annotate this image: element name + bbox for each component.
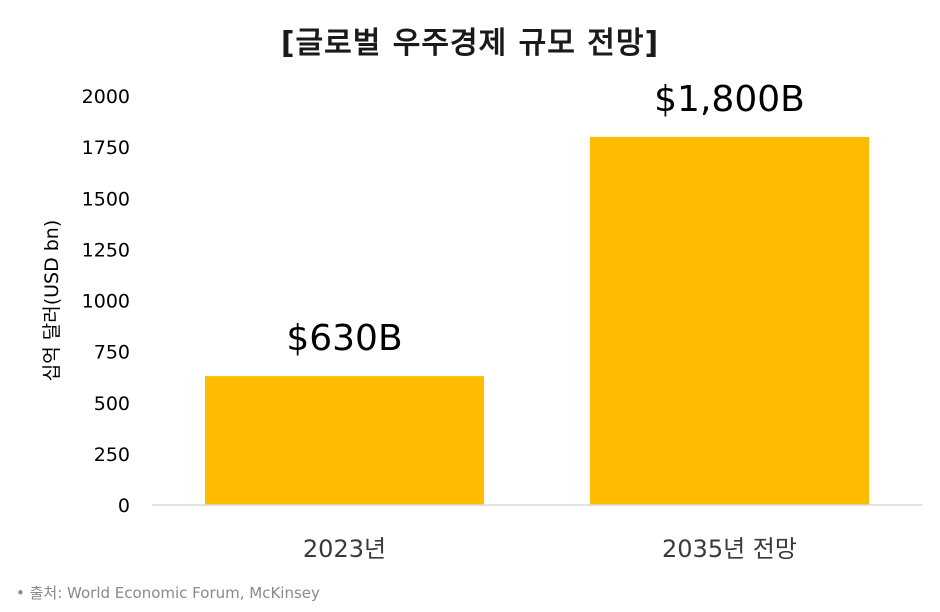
chart-title: [글로벌 우주경제 규모 전망] — [280, 26, 660, 61]
data-label: $1,800B — [654, 79, 805, 120]
y-axis-title: 십억 달러(USD bn) — [41, 220, 63, 382]
source-note: • 출처: World Economic Forum, McKinsey — [16, 584, 320, 602]
y-tick-label: 750 — [94, 342, 130, 364]
y-tick-label: 250 — [94, 444, 130, 466]
y-tick-label: 1750 — [82, 137, 130, 159]
bar-1 — [204, 376, 485, 505]
y-tick-label: 1250 — [82, 239, 130, 261]
x-tick-label: 2035년 전망 — [662, 535, 797, 563]
y-tick-label: 1500 — [82, 188, 130, 210]
y-tick-label: 500 — [94, 393, 130, 415]
y-tick-label: 1000 — [82, 291, 130, 313]
bar-2 — [589, 136, 870, 505]
y-tick-label: 2000 — [82, 86, 130, 108]
x-tick-label: 2023년 — [303, 535, 386, 563]
y-tick-label: 0 — [118, 495, 130, 517]
data-label: $630B — [286, 318, 402, 359]
